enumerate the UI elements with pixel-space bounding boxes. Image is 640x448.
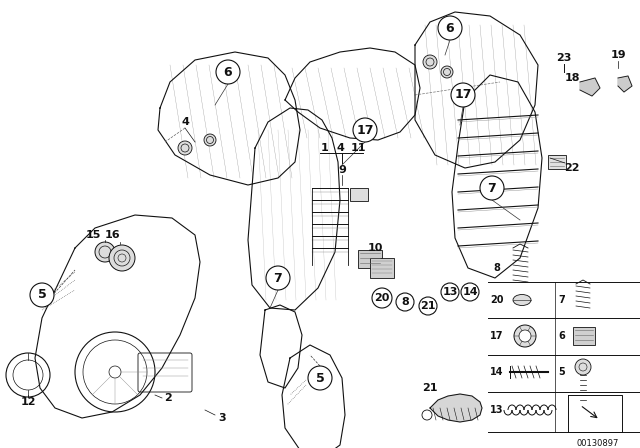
Circle shape: [216, 60, 240, 84]
Circle shape: [451, 83, 475, 107]
Text: 8: 8: [493, 263, 500, 273]
Circle shape: [575, 359, 591, 375]
Circle shape: [109, 245, 135, 271]
Text: 6: 6: [445, 22, 454, 34]
Text: 13: 13: [490, 405, 504, 415]
Text: 16: 16: [105, 230, 121, 240]
Circle shape: [178, 141, 192, 155]
Text: 23: 23: [556, 53, 572, 63]
Text: 9: 9: [338, 165, 346, 175]
Text: 21: 21: [420, 301, 436, 311]
Text: 14: 14: [462, 287, 478, 297]
Text: 20: 20: [490, 295, 504, 305]
Text: 5: 5: [38, 289, 46, 302]
Circle shape: [438, 16, 462, 40]
Circle shape: [396, 293, 414, 311]
Circle shape: [514, 325, 536, 347]
Circle shape: [423, 55, 437, 69]
Circle shape: [461, 283, 479, 301]
Circle shape: [204, 134, 216, 146]
Bar: [350, 188, 368, 201]
Text: 2: 2: [164, 393, 172, 403]
Circle shape: [266, 266, 290, 290]
Text: 12: 12: [20, 397, 36, 407]
Text: 5: 5: [559, 367, 565, 377]
Text: 14: 14: [490, 367, 504, 377]
Circle shape: [419, 297, 437, 315]
Text: 6: 6: [224, 65, 232, 78]
Bar: [573, 327, 595, 345]
Text: 21: 21: [422, 383, 438, 393]
Circle shape: [308, 366, 332, 390]
Circle shape: [480, 176, 504, 200]
Text: 7: 7: [488, 181, 497, 194]
Circle shape: [441, 283, 459, 301]
Text: 19: 19: [610, 50, 626, 60]
Text: 15: 15: [85, 230, 100, 240]
Text: 17: 17: [356, 124, 374, 137]
Bar: [370, 258, 394, 278]
Text: 5: 5: [316, 371, 324, 384]
Circle shape: [372, 288, 392, 308]
Text: 13: 13: [442, 287, 458, 297]
Text: 7: 7: [559, 295, 565, 305]
Text: 10: 10: [367, 243, 383, 253]
Text: 1: 1: [321, 143, 329, 153]
Text: 6: 6: [559, 331, 565, 341]
Polygon shape: [430, 394, 482, 422]
Text: 4: 4: [181, 117, 189, 127]
Polygon shape: [580, 78, 600, 96]
Circle shape: [95, 242, 115, 262]
Circle shape: [30, 283, 54, 307]
Polygon shape: [618, 76, 632, 92]
Text: 17: 17: [490, 331, 504, 341]
Text: 00130897: 00130897: [577, 439, 619, 448]
Text: 3: 3: [218, 413, 226, 423]
Text: 4: 4: [336, 143, 344, 153]
Circle shape: [519, 330, 531, 342]
Bar: [358, 250, 382, 268]
Text: 20: 20: [374, 293, 390, 303]
Text: 7: 7: [274, 271, 282, 284]
Ellipse shape: [513, 294, 531, 306]
Text: 17: 17: [454, 89, 472, 102]
Text: 8: 8: [401, 297, 409, 307]
Text: 22: 22: [564, 163, 580, 173]
Text: 11: 11: [350, 143, 365, 153]
Circle shape: [441, 66, 453, 78]
Text: 18: 18: [564, 73, 580, 83]
Bar: [548, 155, 566, 169]
Circle shape: [353, 118, 377, 142]
